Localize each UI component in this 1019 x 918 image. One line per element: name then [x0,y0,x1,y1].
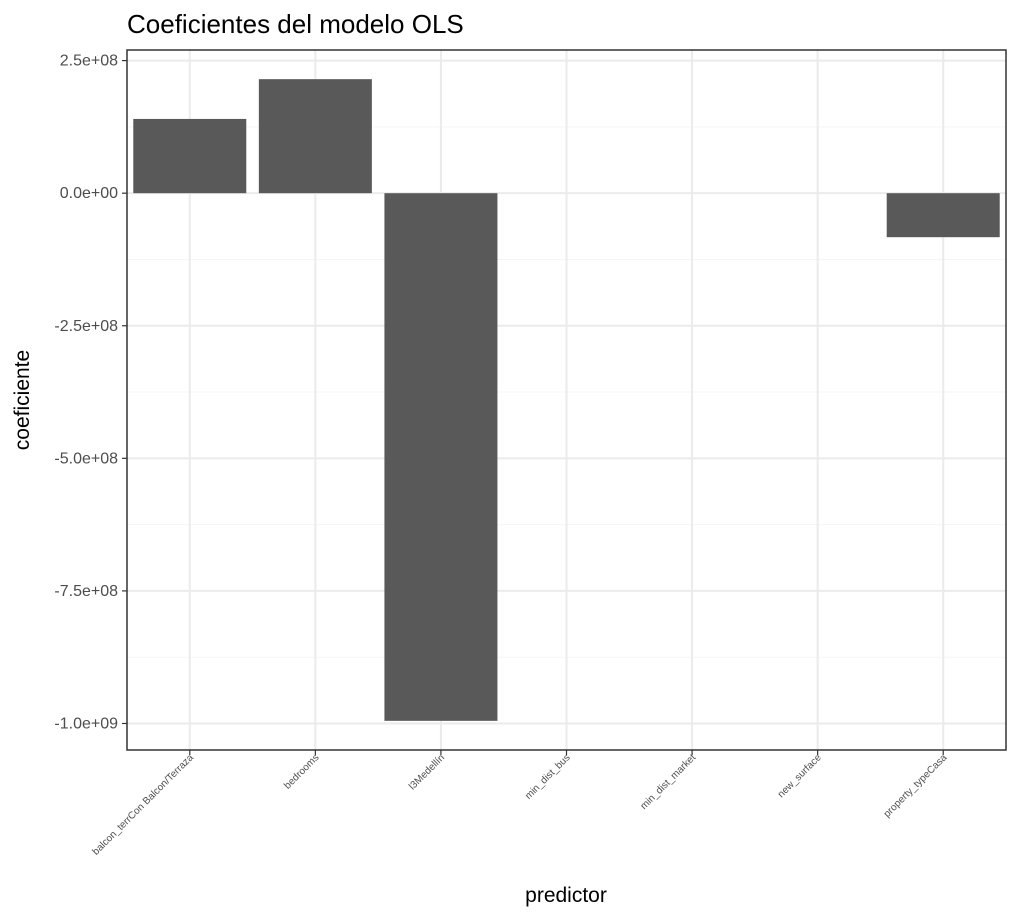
x-axis-title: predictor [525,884,607,907]
x-tick-label: min_dist_market [639,752,699,812]
x-tick-label: balcon_terrCon Balcon/Terraza [91,752,197,858]
x-axis: balcon_terrCon Balcon/Terraza bedrooms l3M… [91,750,950,858]
x-tick-label: property_typeCasa [882,752,950,820]
y-tick-label: -1.0e+09 [54,715,118,732]
chart-title: Coeficientes del modelo OLS [127,9,464,39]
bars [133,79,1000,721]
y-tick-label: -2.5e+08 [54,318,118,335]
bar-1 [133,118,247,194]
bar-7 [886,193,1000,238]
y-tick-label: -5.0e+08 [54,450,118,467]
x-tick-label: bedrooms [282,752,321,791]
bar-2 [258,79,372,194]
bar-3 [384,193,498,721]
x-tick-label: new_surface [776,752,824,800]
y-tick-label: 0.0e+00 [60,185,118,202]
x-tick-label: l3Medellín [407,752,447,792]
y-axis-title: coeficiente [11,350,34,450]
y-tick-label: 2.5e+08 [60,53,118,70]
x-tick-label: min_dist_bus [523,752,572,801]
y-tick-label: -7.5e+08 [54,583,118,600]
y-axis: -1.0e+09 -7.5e+08 -5.0e+08 -2.5e+08 0.0e+00 2… [54,53,127,732]
